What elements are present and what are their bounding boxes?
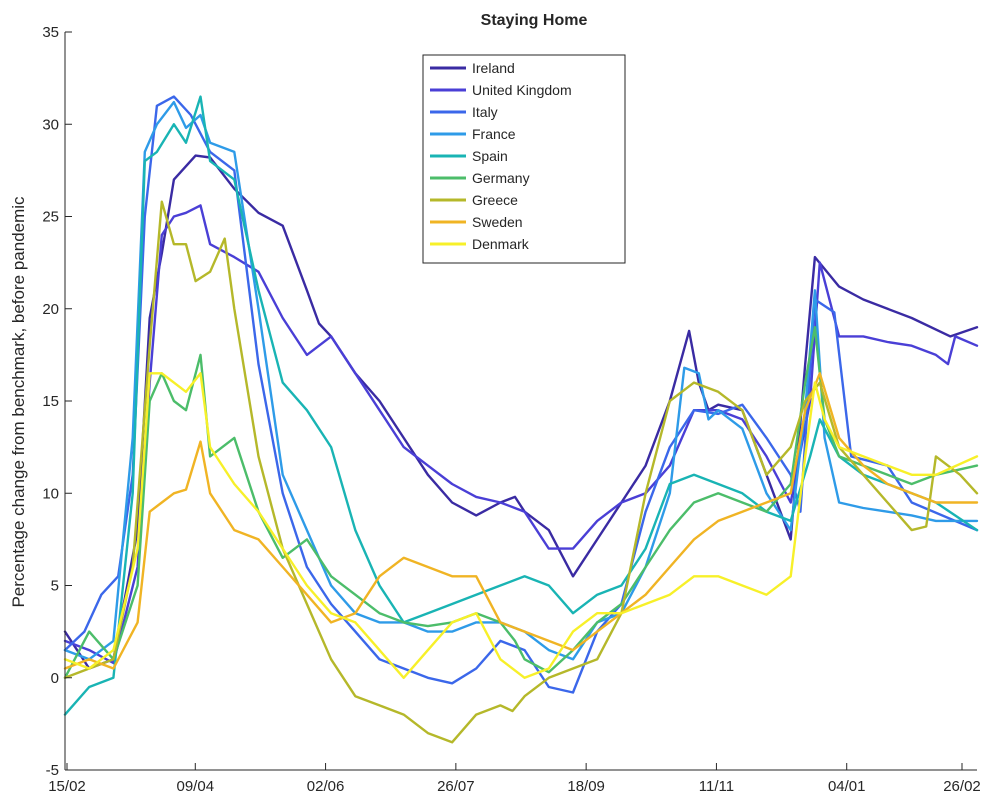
series-line-italy [63, 95, 979, 694]
legend-label: France [472, 126, 516, 142]
legend-label: United Kingdom [472, 82, 572, 98]
legend: Ireland United Kingdom Italy France Spain Ger… [422, 54, 626, 264]
legend-label: Ireland [472, 60, 515, 76]
series-line-greece [63, 200, 979, 744]
legend-label: Italy [472, 104, 498, 120]
legend-label: Spain [472, 148, 508, 164]
chart-title: Staying Home [481, 12, 588, 29]
axes-layer: -5 0 5 10 15 20 25 30 35 15/02 09/04 02/06 26/07 18/0… [42, 24, 980, 795]
series-line-spain [63, 95, 979, 716]
y-axis-label: Percentage change from benchmark, before… [9, 196, 28, 608]
series-layer [63, 95, 979, 744]
y-tick-label: 30 [42, 116, 59, 133]
x-tick-label: 02/06 [307, 778, 345, 795]
x-tick-label: 26/07 [437, 778, 475, 795]
legend-label: Greece [472, 192, 518, 208]
x-tick-label: 11/11 [699, 778, 734, 795]
y-tick-label: 5 [51, 578, 59, 595]
y-tick-label: 0 [51, 670, 59, 687]
x-tick-label: 09/04 [177, 778, 215, 795]
y-tick-label: 15 [42, 393, 59, 410]
series-line-germany [63, 326, 979, 679]
y-tick-label: 20 [42, 301, 59, 318]
x-tick-label: 26/02 [943, 778, 981, 795]
x-tick-label: 18/09 [567, 778, 605, 795]
series-line-denmark [63, 372, 979, 679]
legend-label: Denmark [472, 236, 530, 252]
y-tick-label: 25 [42, 209, 59, 226]
x-tick-label: 15/02 [48, 778, 86, 795]
y-tick-label: 10 [42, 485, 59, 502]
x-tick-label: 04/01 [828, 778, 866, 795]
y-tick-label: 35 [42, 24, 59, 41]
y-tick-label: -5 [46, 762, 59, 779]
series-line-sweden [63, 372, 979, 670]
legend-label: Sweden [472, 214, 523, 230]
legend-label: Germany [472, 170, 530, 186]
